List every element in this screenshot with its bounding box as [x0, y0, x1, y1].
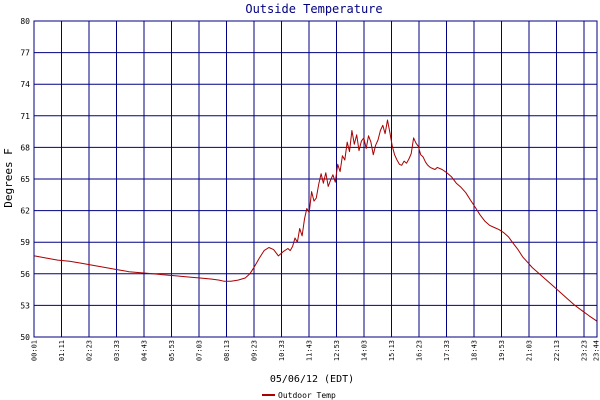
grid-lines: [34, 21, 597, 337]
x-tick-label: 08:13: [223, 340, 231, 361]
y-tick-label: 77: [20, 49, 30, 58]
series-line-outdoor-temp: [34, 119, 598, 322]
legend: Outdoor Temp: [262, 391, 336, 400]
x-tick-label: 01:11: [58, 340, 66, 361]
x-tick-label: 03:33: [113, 340, 121, 361]
y-tick-label: 53: [20, 301, 30, 310]
x-tick-label: 18:43: [471, 340, 479, 361]
x-tick-label: 07:03: [196, 340, 204, 361]
x-tick-label: 14:03: [361, 340, 369, 361]
x-tick-label: 21:03: [526, 340, 534, 361]
x-tick-label: 04:43: [141, 340, 149, 361]
x-axis-ticks: 00:01 01:11 02:23 03:33 04:43 05:53 07:03 08:13…: [31, 340, 600, 361]
x-tick-label: 23:44: [593, 340, 600, 361]
y-tick-label: 65: [20, 175, 30, 184]
y-tick-label: 74: [20, 80, 30, 89]
x-tick-label: 19:53: [498, 340, 506, 361]
y-tick-label: 62: [20, 207, 30, 216]
x-tick-label: 22:13: [553, 340, 561, 361]
chart-title: Outside Temperature: [245, 2, 382, 16]
x-tick-label: 17:33: [443, 340, 451, 361]
x-tick-label: 11:43: [306, 340, 314, 361]
y-tick-label: 59: [20, 238, 30, 247]
y-axis-ticks: 50 53 56 59 62 65 68 71 74 77 80: [20, 17, 30, 342]
plot-frame: [33, 20, 598, 338]
x-tick-label: 16:23: [416, 340, 424, 361]
y-tick-label: 50: [20, 333, 30, 342]
y-axis-label: Degrees F: [2, 148, 15, 208]
legend-label: Outdoor Temp: [278, 391, 336, 400]
y-tick-label: 56: [20, 270, 30, 279]
y-tick-label: 80: [20, 17, 30, 26]
x-axis-label: 05/06/12 (EDT): [270, 374, 354, 385]
x-tick-label: 12:53: [333, 340, 341, 361]
y-tick-label: 71: [20, 112, 30, 121]
x-tick-label: 00:01: [31, 340, 39, 361]
x-tick-label: 02:23: [86, 340, 94, 361]
x-tick-label: 09:23: [251, 340, 259, 361]
x-tick-label: 05:53: [168, 340, 176, 361]
series-lines: [34, 119, 598, 322]
x-tick-label: 15:13: [388, 340, 396, 361]
x-tick-label: 10:33: [278, 340, 286, 361]
x-tick-label: 23:23: [581, 340, 589, 361]
y-tick-label: 68: [20, 143, 30, 152]
